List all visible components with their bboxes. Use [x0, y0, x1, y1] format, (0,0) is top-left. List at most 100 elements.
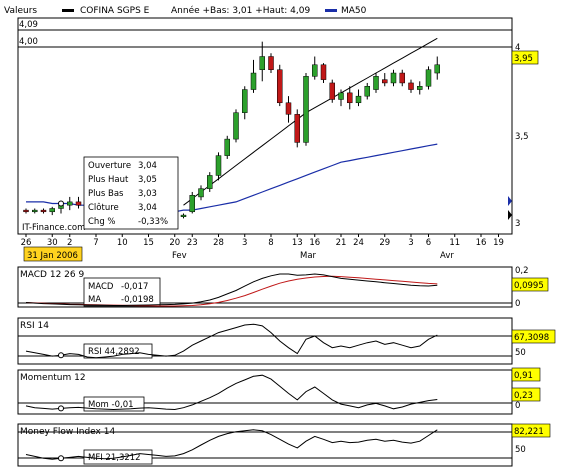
- x-tick-label: 19: [493, 238, 504, 248]
- candle-up: [49, 208, 55, 213]
- momentum-badge-last: [511, 387, 541, 402]
- candle-up: [390, 72, 397, 84]
- mfi-tick-50: 50: [515, 445, 526, 455]
- momentum-marks: [25, 374, 438, 412]
- momentum-readout: Mom -0,01: [88, 400, 134, 410]
- candle-up: [215, 155, 222, 176]
- macd-ma-label: MA: [88, 295, 101, 305]
- rsi-marks: [25, 323, 438, 359]
- rsi-readout: RSI 44,2892: [88, 347, 140, 357]
- candle-down: [347, 92, 353, 104]
- month-label-avr: Avr: [440, 251, 454, 261]
- x-tick-label: 15: [143, 238, 154, 248]
- rsi-badge-value: 67,3098: [514, 333, 549, 343]
- tooltip-high-label: Plus Haut: [88, 175, 129, 185]
- ma-axis-marker-icon: [508, 196, 512, 206]
- candle-down: [268, 56, 274, 70]
- mfi-badge-value: 82,221: [514, 427, 544, 437]
- x-tick-label: 23: [187, 238, 198, 248]
- macd-line: [25, 273, 438, 306]
- macd-title: MACD 12 26 9: [20, 270, 84, 280]
- ohlc-tooltip: Ouverture 3,04 Plus Haut 3,05 Plus Bas 3…: [83, 156, 179, 230]
- tooltip-open-value: 3,04: [138, 161, 157, 171]
- momentum-badge-high: [511, 367, 541, 382]
- candle-down: [75, 201, 82, 206]
- trendline: [183, 37, 438, 206]
- tooltip-close-label: Clôture: [88, 202, 119, 213]
- rsi-cursor-marker: [58, 352, 64, 359]
- momentum-badge-high-value: 0,91: [514, 371, 533, 381]
- momentum-badge-last-value: 0,23: [514, 391, 533, 401]
- candle-up: [180, 214, 187, 217]
- x-tick-label: 20: [169, 238, 180, 248]
- price-cursor-marker: [58, 200, 64, 207]
- x-tick-label: 28: [213, 238, 224, 248]
- x-axis: 26 30 2 7 10 15 20 23 28 3 8 13 16 21 24 29 3 6 11 16 19: [21, 234, 504, 248]
- candle-down: [294, 114, 300, 143]
- mfi-cursor-marker: [58, 455, 64, 462]
- security-legend-swatch: [62, 9, 74, 12]
- candle-down: [399, 72, 405, 84]
- candle-down: [23, 209, 29, 213]
- candle-down: [285, 102, 292, 115]
- x-tick-label: 13: [292, 238, 303, 248]
- chart-header: Valeurs COFINA SGPS E Année +Bas: 3,01 +…: [4, 5, 367, 16]
- x-tick-label: 10: [117, 238, 128, 248]
- candle-up: [224, 138, 230, 156]
- x-tick-label: 24: [353, 238, 364, 248]
- watermark: IT-Finance.com: [22, 223, 85, 233]
- hline-label-409: 4,09: [19, 20, 38, 30]
- x-tick-label: 7: [93, 238, 98, 248]
- tooltip-chg-label: Chg %: [88, 217, 116, 227]
- date-badge: [23, 246, 83, 262]
- rsi-title: RSI 14: [20, 321, 49, 331]
- tooltip-low-value: 3,03: [138, 189, 157, 199]
- month-label-mar: Mar: [300, 251, 317, 261]
- ma50-legend-swatch: [325, 9, 337, 12]
- candle-down: [277, 69, 283, 104]
- macd-marks: [25, 273, 438, 307]
- x-tick-label: 3: [242, 238, 247, 248]
- macd-badge: [511, 277, 549, 292]
- x-tick-label: 26: [21, 238, 32, 248]
- candle-up: [364, 86, 370, 97]
- candle-down: [408, 82, 414, 90]
- x-tick-label: 21: [336, 238, 347, 248]
- x-tick-label: 6: [426, 238, 431, 248]
- tooltip-open-label: Ouverture: [88, 161, 131, 171]
- momentum-tick-0: 0: [515, 401, 520, 411]
- tooltip-low-label: Plus Bas: [88, 189, 124, 199]
- last-price-badge: [511, 50, 539, 65]
- x-tick-label: 30: [47, 238, 58, 248]
- y-tick-4: 4: [515, 43, 520, 53]
- candle-up: [355, 95, 362, 104]
- rsi-tick-50: 50: [515, 348, 526, 358]
- mfi-panel-frame: [17, 423, 513, 467]
- candle-up: [434, 64, 440, 74]
- candle-up: [312, 64, 318, 77]
- momentum-line: [25, 374, 438, 411]
- rsi-line: [25, 323, 438, 359]
- x-tick-label: 8: [268, 238, 273, 248]
- candle-up: [207, 175, 213, 189]
- macd-tick-0-2: 0,2: [515, 266, 529, 276]
- candle-down: [329, 82, 335, 100]
- momentum-title: Momentum 12: [20, 373, 86, 383]
- x-tick-label: 16: [476, 238, 487, 248]
- x-tick-label: 2: [67, 238, 72, 248]
- ma50-legend-label: MA50: [341, 6, 367, 16]
- last-price-value: 3,95: [514, 54, 533, 64]
- year-range: Année +Bas: 3,01 +Haut: 4,09: [171, 5, 310, 16]
- price-panel-frame: [17, 17, 513, 235]
- candle-up: [250, 72, 257, 90]
- candle-up: [417, 86, 423, 90]
- macd-readout-label: MACD: [88, 282, 114, 292]
- rsi-badge: [511, 329, 556, 344]
- price-axis-marker-icon: [508, 210, 512, 220]
- y-tick-3: 3: [515, 219, 520, 229]
- y-tick-3-5: 3,5: [515, 132, 529, 142]
- macd-badge-value: 0,0995: [514, 281, 544, 291]
- mfi-badge: [511, 423, 551, 438]
- date-badge-text: 31 Jan 2006: [27, 251, 78, 261]
